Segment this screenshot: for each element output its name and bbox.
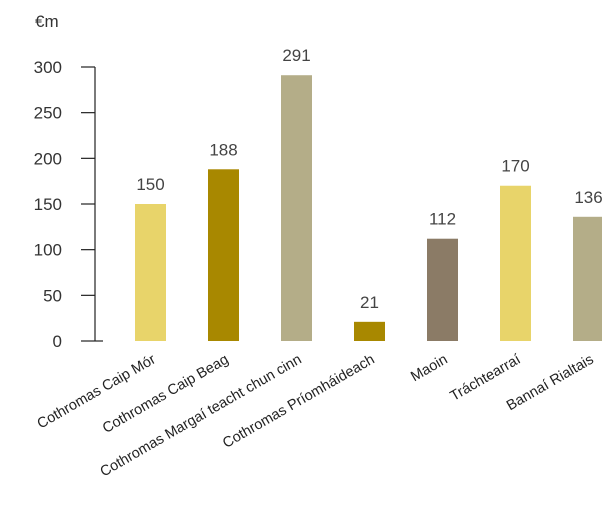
- bar: [281, 75, 312, 341]
- bar-value-label: 136: [574, 188, 602, 207]
- x-category-label: Maoin: [408, 352, 450, 386]
- bar: [208, 169, 239, 341]
- bar-value-label: 291: [282, 46, 310, 65]
- bar-value-label: 170: [501, 157, 529, 176]
- bar: [427, 238, 458, 341]
- bars: [135, 75, 602, 341]
- y-axis: 0 50 100 150 200 250 300: [34, 58, 103, 351]
- bar: [354, 321, 385, 341]
- bar-value-label: 188: [209, 140, 237, 159]
- bar: [573, 216, 602, 341]
- y-tick-label: 0: [53, 332, 62, 351]
- y-tick-label: 300: [34, 58, 62, 77]
- y-axis-unit-label: €m: [35, 12, 59, 31]
- y-tick-label: 50: [43, 286, 62, 305]
- bar: [135, 204, 166, 341]
- bar: [500, 185, 531, 341]
- bar-value-label: 112: [429, 210, 456, 229]
- x-category-label: Cothromas Caip Mór: [35, 352, 159, 433]
- bar-value-label: 150: [136, 175, 164, 194]
- value-labels: 150 188 291 21 112 170 136: [136, 46, 602, 312]
- bar-value-label: 21: [360, 293, 379, 312]
- y-tick-label: 150: [34, 195, 62, 214]
- y-tick-label: 250: [34, 104, 62, 123]
- x-category-label: Cothromas Caip Beag: [100, 352, 232, 437]
- y-tick-label: 200: [34, 149, 62, 168]
- y-tick-label: 100: [34, 241, 62, 260]
